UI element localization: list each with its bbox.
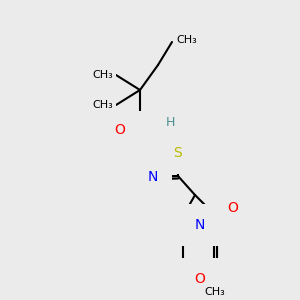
Text: N: N: [153, 125, 163, 139]
Text: CH₃: CH₃: [92, 70, 113, 80]
Text: O: O: [195, 272, 206, 286]
Text: N: N: [195, 218, 205, 232]
Text: H: H: [165, 116, 175, 128]
Text: S: S: [174, 146, 182, 160]
Text: CH₃: CH₃: [204, 287, 225, 297]
Text: CH₃: CH₃: [92, 100, 113, 110]
Text: O: O: [115, 123, 125, 137]
Text: CH₃: CH₃: [176, 35, 197, 45]
Text: N: N: [148, 170, 158, 184]
Text: O: O: [228, 201, 238, 215]
Text: N: N: [138, 159, 148, 173]
